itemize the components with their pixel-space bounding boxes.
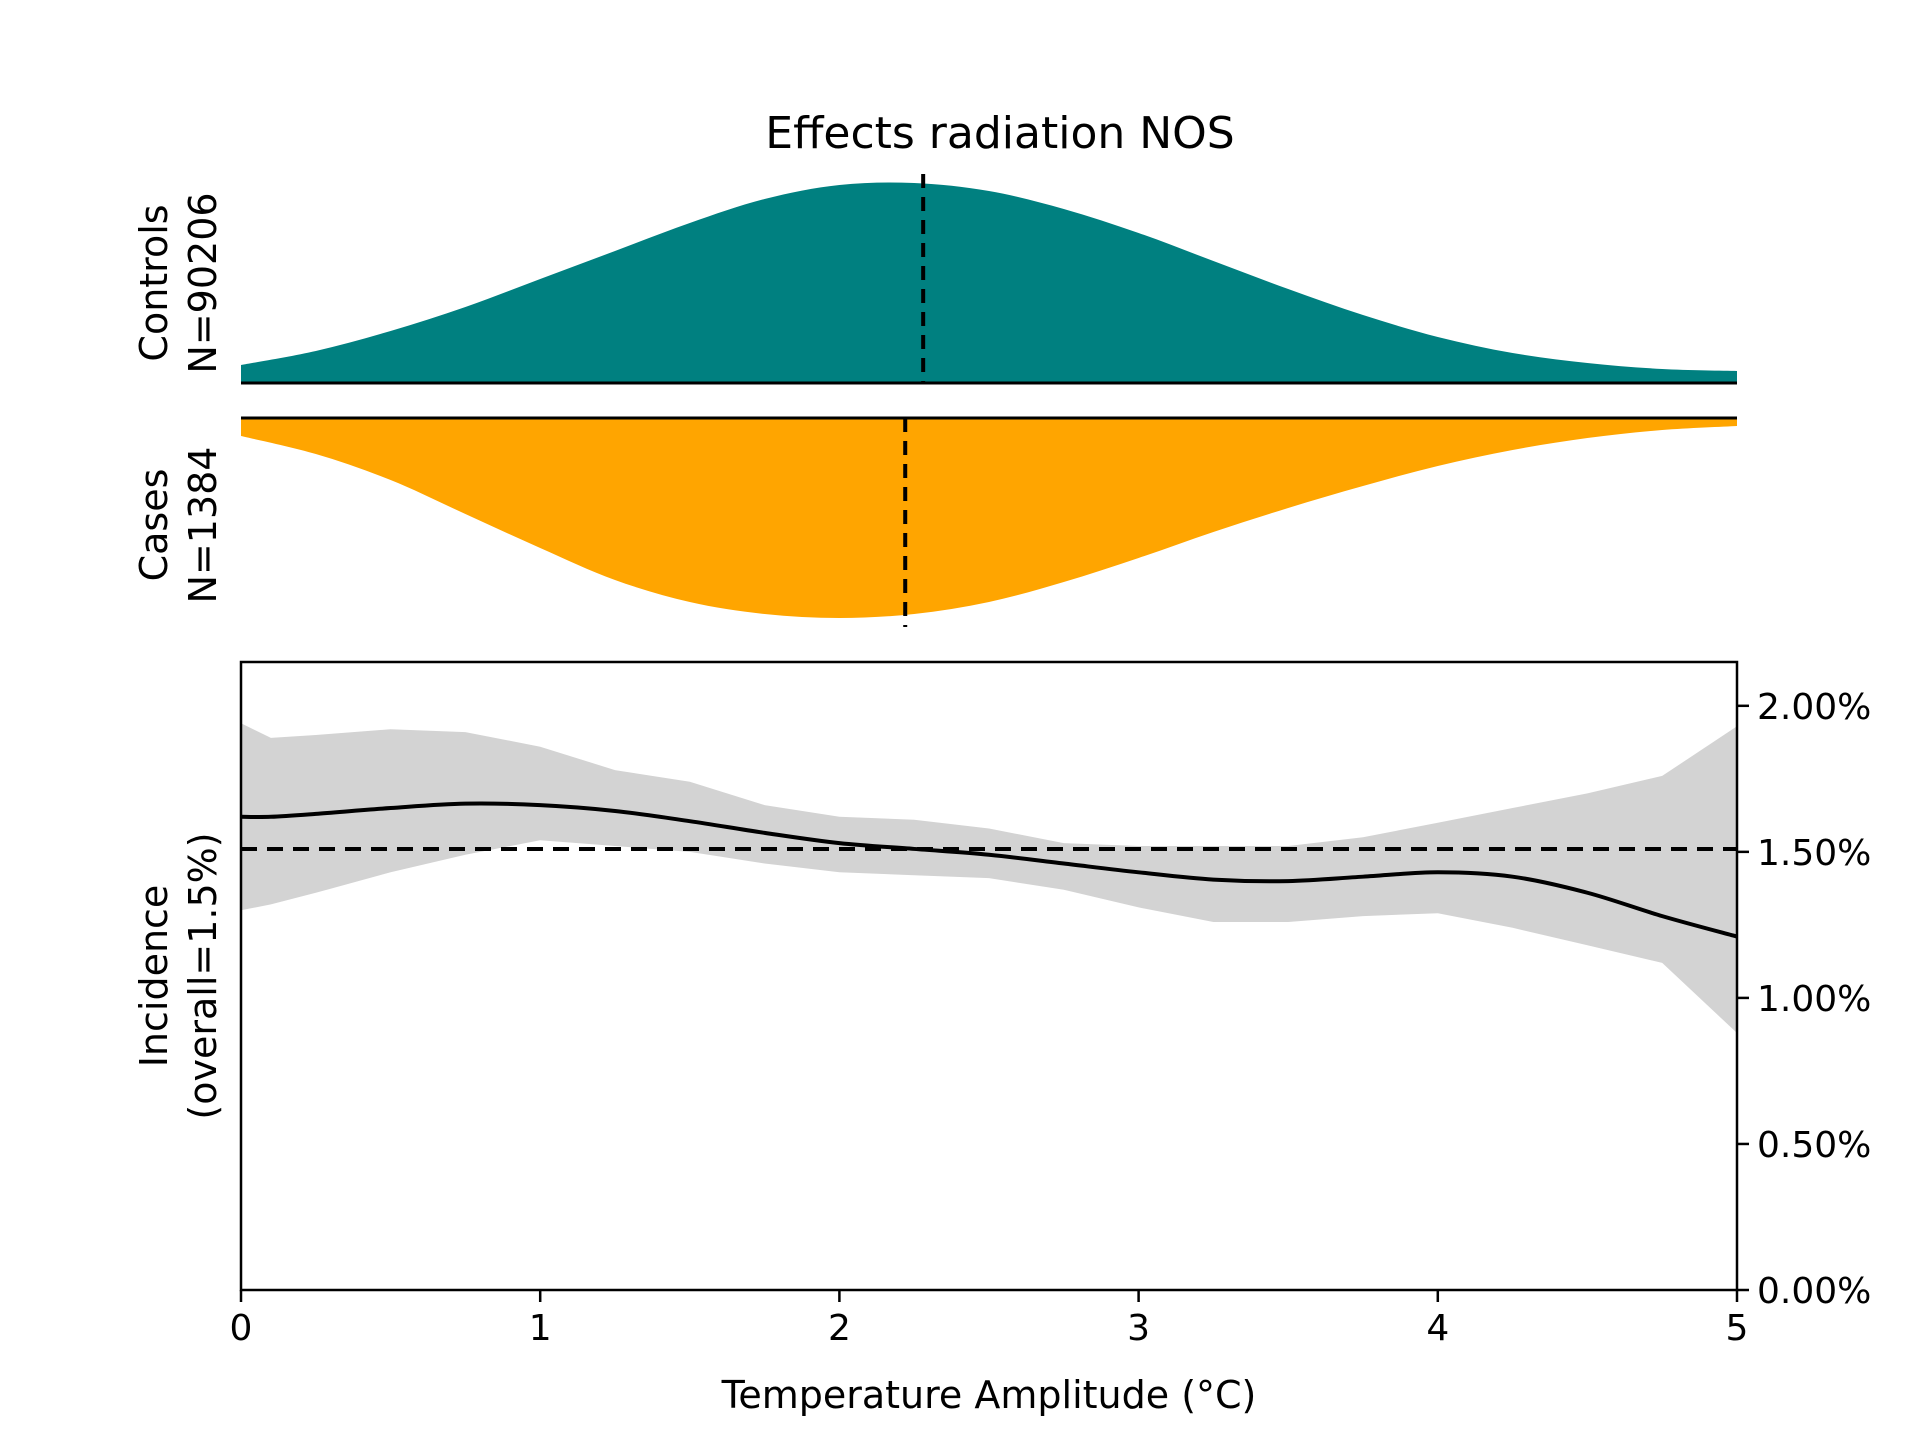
x-tick-label: 3 <box>1127 1308 1150 1349</box>
confidence-band <box>241 723 1737 1033</box>
controls-count-label: N=90206 <box>181 192 225 373</box>
y-axis: 0.00% 0.50% 1.00% 1.50% 2.00% <box>1737 687 1871 1312</box>
incidence-panel: 0 1 2 3 4 5 0.00% 0.50% 1.00% 1.50% 2.00% Tempera… <box>132 660 1871 1417</box>
x-tick-label: 5 <box>1726 1308 1749 1349</box>
controls-panel: Controls N=90206 <box>132 174 1737 385</box>
x-tick-label: 0 <box>230 1308 253 1349</box>
x-axis: 0 1 2 3 4 5 <box>230 1290 1749 1349</box>
y-tick-label: 0.50% <box>1757 1125 1871 1166</box>
x-tick-label: 4 <box>1426 1308 1449 1349</box>
y-tick-label: 1.50% <box>1757 833 1871 874</box>
controls-density-area <box>241 182 1737 383</box>
cases-density-area <box>241 418 1737 618</box>
x-tick-label: 2 <box>828 1308 851 1349</box>
x-tick-label: 1 <box>529 1308 552 1349</box>
controls-label: Controls <box>132 204 176 361</box>
y-axis-label: Incidence <box>132 885 176 1068</box>
plot-frame <box>239 660 1739 1292</box>
y-tick-label: 0.00% <box>1757 1271 1871 1312</box>
chart-title: Effects radiation NOS <box>765 108 1234 159</box>
incidence-line <box>240 801 1738 939</box>
y-tick-label: 1.00% <box>1757 979 1871 1020</box>
cases-count-label: N=1384 <box>181 447 225 604</box>
cases-panel: Cases N=1384 <box>132 416 1737 627</box>
cases-label: Cases <box>132 469 176 582</box>
y-axis-sublabel: (overall=1.5%) <box>181 832 225 1119</box>
x-axis-label: Temperature Amplitude (°C) <box>721 1373 1257 1417</box>
y-tick-label: 2.00% <box>1757 687 1871 728</box>
